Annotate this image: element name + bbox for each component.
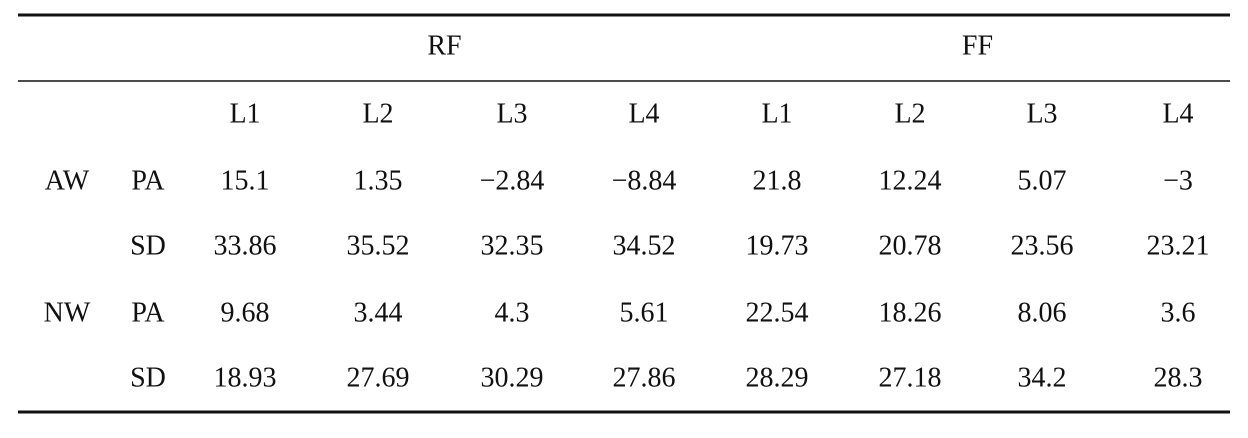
cell: 5.07 [1018, 165, 1067, 196]
cell: 22.54 [746, 297, 809, 328]
cell: −8.84 [612, 165, 677, 196]
cell: 15.1 [221, 165, 270, 196]
cell: 21.8 [753, 165, 802, 196]
cell: 3.44 [354, 297, 403, 328]
cell: 1.35 [354, 165, 403, 196]
cell: 27.86 [613, 362, 676, 393]
cell: 28.29 [746, 362, 809, 393]
cell: 33.86 [214, 230, 277, 261]
cell: 35.52 [347, 230, 410, 261]
cell: 5.61 [620, 297, 669, 328]
cell: 9.68 [221, 297, 270, 328]
cell: 18.93 [214, 362, 277, 393]
cell: 3.6 [1161, 297, 1196, 328]
cell: 34.52 [613, 230, 676, 261]
cell: 27.69 [347, 362, 410, 393]
cell: 28.3 [1154, 362, 1203, 393]
row-measure: PA [131, 165, 165, 196]
row-measure: PA [131, 297, 165, 328]
level-header: L2 [894, 98, 925, 129]
level-header: L2 [362, 98, 393, 129]
level-header: L1 [761, 98, 792, 129]
level-header: L4 [1162, 98, 1193, 129]
cell: 23.56 [1011, 230, 1074, 261]
level-header: L3 [496, 98, 527, 129]
cell: 8.06 [1018, 297, 1067, 328]
cell: −3 [1163, 165, 1193, 196]
cell: 4.3 [495, 297, 530, 328]
cell: 12.24 [879, 165, 942, 196]
row-measure: SD [130, 362, 166, 393]
group-header: FF [962, 30, 993, 61]
cell: 30.29 [481, 362, 544, 393]
level-header: L1 [229, 98, 260, 129]
cell: 18.26 [879, 297, 942, 328]
row-measure: SD [130, 230, 166, 261]
cell: −2.84 [480, 165, 545, 196]
level-header: L3 [1026, 98, 1057, 129]
cell: 19.73 [746, 230, 809, 261]
cell: 27.18 [879, 362, 942, 393]
cell: 34.2 [1018, 362, 1067, 393]
level-header: L4 [628, 98, 659, 129]
cell: 32.35 [481, 230, 544, 261]
cell: 23.21 [1147, 230, 1210, 261]
cell: 20.78 [879, 230, 942, 261]
row-group: NW [44, 297, 91, 328]
group-header: RF [427, 30, 461, 61]
row-group: AW [45, 165, 90, 196]
